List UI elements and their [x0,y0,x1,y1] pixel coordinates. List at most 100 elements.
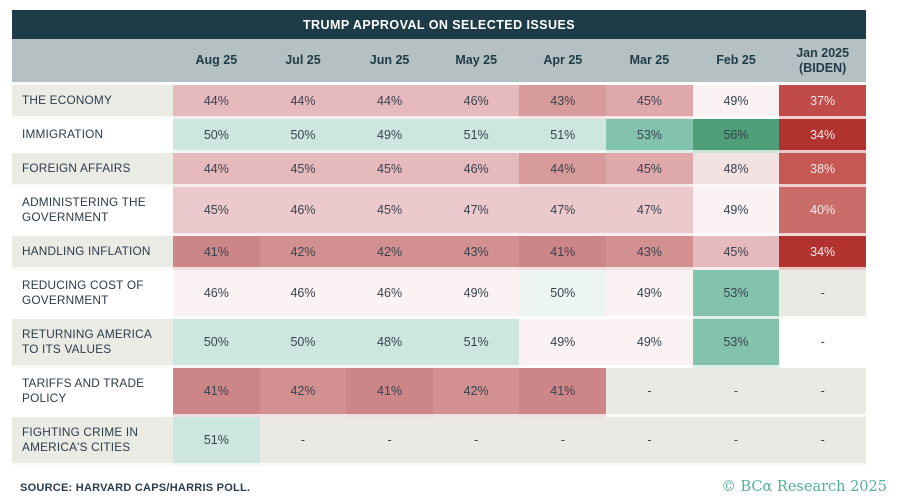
value-cell: - [519,417,607,466]
value-cell: - [606,417,693,466]
value-cell: 41% [346,368,433,417]
column-header-jun-25: Jun 25 [346,39,433,85]
value-cell: 51% [432,119,520,153]
value-cell: - [346,417,433,466]
value-cell: 49% [606,319,693,368]
value-cell: 45% [346,153,433,187]
value-cell: 46% [259,270,347,319]
value-cell: 50% [259,119,347,153]
value-cell: 43% [519,85,607,119]
value-cell: 44% [346,85,433,119]
value-cell: 44% [519,153,607,187]
value-cell: - [779,270,866,319]
value-cell: 50% [259,319,347,368]
row-label: ADMINISTERING THE GOVERNMENT [12,187,174,236]
row-label: IMMIGRATION [12,119,174,153]
column-header-mar-25: Mar 25 [606,39,693,85]
table-title: TRUMP APPROVAL ON SELECTED ISSUES [12,10,866,39]
row-label: TARIFFS AND TRADE POLICY [12,368,174,417]
value-cell: 44% [173,85,260,119]
value-cell: 49% [432,270,520,319]
value-cell: 50% [173,119,260,153]
value-cell: 42% [259,236,347,270]
value-cell: 42% [259,368,347,417]
value-cell: 53% [692,319,780,368]
value-cell: 34% [779,119,866,153]
value-cell: 41% [519,368,607,417]
value-cell: 46% [346,270,433,319]
value-cell: 49% [519,319,607,368]
table-row-returning-america-to-its-values: RETURNING AMERICA TO ITS VALUES 50% 50% 48%… [12,319,866,368]
value-cell: 56% [692,119,780,153]
column-header-jan-2025-biden: Jan 2025 (BIDEN) [779,39,866,85]
row-label: HANDLING INFLATION [12,236,174,270]
value-cell: 50% [173,319,260,368]
table-row-tariffs-and-trade-policy: TARIFFS AND TRADE POLICY 41% 42% 41% 42% 41% -… [12,368,866,417]
table-row-foreign-affairs: FOREIGN AFFAIRS 44% 45% 45% 46% 44% 45% 48% 38% [12,153,866,187]
value-cell: 47% [519,187,607,236]
value-cell: 44% [259,85,347,119]
row-label: RETURNING AMERICA TO ITS VALUES [12,319,174,368]
value-cell: 46% [173,270,260,319]
value-cell: 38% [779,153,866,187]
value-cell: 47% [606,187,693,236]
value-cell: 49% [692,187,780,236]
value-cell: 46% [432,153,520,187]
table-row-reducing-cost-of-government: REDUCING COST OF GOVERNMENT 46% 46% 46% 49% 5… [12,270,866,319]
value-cell: 46% [259,187,347,236]
brand-credit: © BCα Research 2025 [721,479,887,495]
value-cell: 50% [519,270,607,319]
table-panel: TRUMP APPROVAL ON SELECTED ISSUES Aug 25… [12,10,866,466]
column-header-feb-25: Feb 25 [692,39,780,85]
value-cell: 41% [173,236,260,270]
column-header-aug-25: Aug 25 [173,39,260,85]
row-label: THE ECONOMY [12,85,174,119]
value-cell: - [779,417,866,466]
value-cell: 49% [346,119,433,153]
table-row-immigration: IMMIGRATION 50% 50% 49% 51% 51% 53% 56% 34% [12,119,866,153]
approval-table: Aug 25 Jul 25 Jun 25 May 25 Apr 25 Mar 25 Feb … [12,39,866,466]
value-cell: - [779,368,866,417]
value-cell: 51% [432,319,520,368]
source-note: SOURCE: HARVARD CAPS/HARRIS POLL. [20,482,251,494]
table-row-the-economy: THE ECONOMY 44% 44% 44% 46% 43% 45% 49% 37% [12,85,866,119]
value-cell: 47% [432,187,520,236]
value-cell: 49% [692,85,780,119]
value-cell: - [692,417,780,466]
value-cell: 40% [779,187,866,236]
value-cell: 51% [519,119,607,153]
value-cell: 45% [259,153,347,187]
value-cell: 43% [606,236,693,270]
value-cell: 49% [606,270,693,319]
value-cell: 53% [606,119,693,153]
value-cell: 37% [779,85,866,119]
row-label: FOREIGN AFFAIRS [12,153,174,187]
column-header-empty [12,39,174,85]
value-cell: 51% [173,417,260,466]
value-cell: 42% [432,368,520,417]
column-header-apr-25: Apr 25 [519,39,607,85]
value-cell: - [259,417,347,466]
row-label: REDUCING COST OF GOVERNMENT [12,270,174,319]
value-cell: - [779,319,866,368]
value-cell: 34% [779,236,866,270]
column-header-jul-25: Jul 25 [259,39,347,85]
value-cell: 44% [173,153,260,187]
value-cell: 45% [606,153,693,187]
value-cell: 53% [692,270,780,319]
value-cell: 41% [173,368,260,417]
column-header-row: Aug 25 Jul 25 Jun 25 May 25 Apr 25 Mar 25 Feb … [12,39,866,85]
value-cell: - [432,417,520,466]
value-cell: 48% [692,153,780,187]
value-cell: 45% [606,85,693,119]
value-cell: 41% [519,236,607,270]
value-cell: 43% [432,236,520,270]
value-cell: 45% [692,236,780,270]
table-row-handling-inflation: HANDLING INFLATION 41% 42% 42% 43% 41% 43% 45% 3… [12,236,866,270]
row-label: FIGHTING CRIME IN AMERICA'S CITIES [12,417,174,466]
value-cell: 46% [432,85,520,119]
value-cell: 48% [346,319,433,368]
table-row-fighting-crime-in-america-s-cities: FIGHTING CRIME IN AMERICA'S CITIES 51% - - -… [12,417,866,466]
column-header-may-25: May 25 [432,39,520,85]
